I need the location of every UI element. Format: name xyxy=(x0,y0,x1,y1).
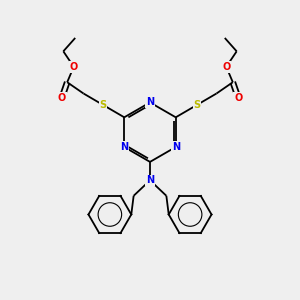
Text: O: O xyxy=(234,93,242,103)
Text: O: O xyxy=(70,62,78,72)
Text: S: S xyxy=(99,100,106,110)
Text: N: N xyxy=(146,175,154,185)
Text: N: N xyxy=(120,142,128,152)
Text: S: S xyxy=(194,100,201,110)
Text: N: N xyxy=(146,98,154,107)
Text: N: N xyxy=(172,142,180,152)
Text: O: O xyxy=(58,93,66,103)
Text: O: O xyxy=(222,62,230,72)
